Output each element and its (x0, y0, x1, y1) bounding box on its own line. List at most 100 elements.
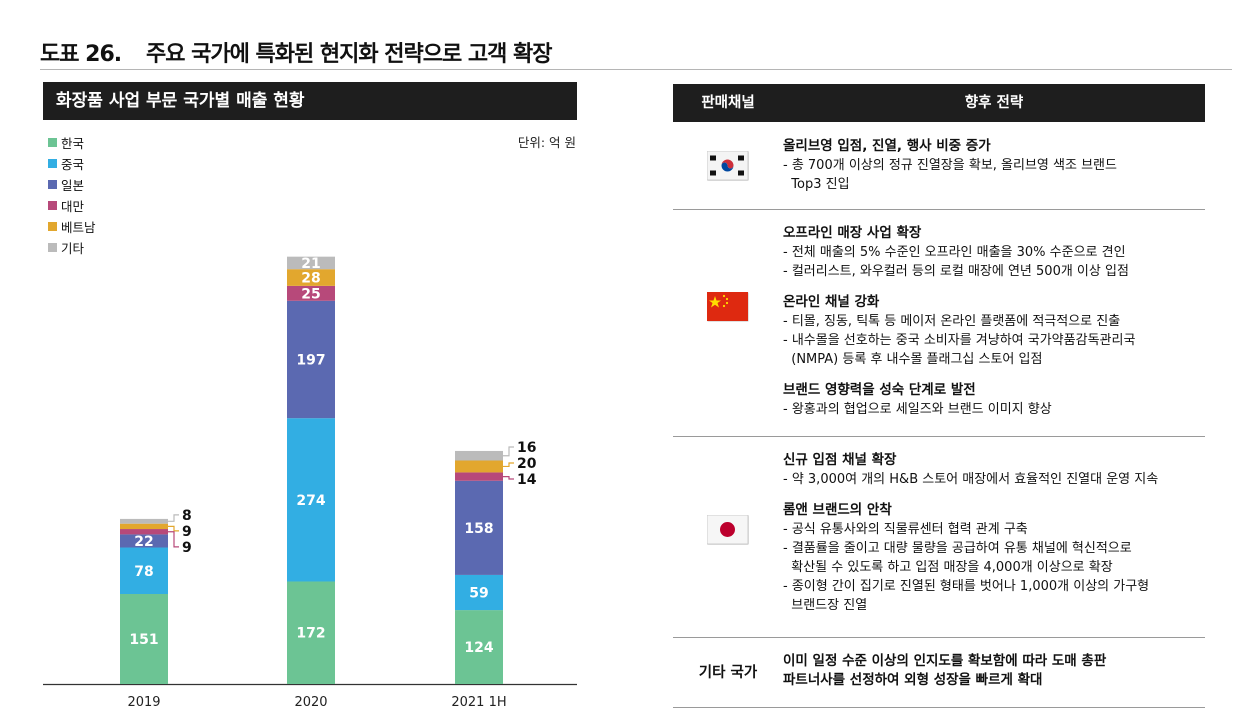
bar-segment (455, 450, 503, 461)
channel-cell (673, 515, 783, 549)
strategy-block: 오프라인 매장 사업 확장 - 전체 매출의 5% 수준인 오프라인 매출을 30… (783, 224, 1205, 281)
legend-swatch (48, 201, 57, 210)
data-label: 151 (129, 632, 158, 648)
row-divider (673, 637, 1205, 638)
row-divider (673, 209, 1205, 210)
data-label: 9 (182, 540, 192, 556)
data-label: 20 (517, 456, 537, 472)
data-label: 274 (296, 493, 325, 509)
bar-segment (287, 256, 335, 270)
bar-segment (287, 581, 335, 684)
strategy-block: 올리브영 입점, 진열, 행사 비중 증가 - 총 700개 이상의 정규 진열장… (783, 137, 1205, 194)
legend-swatch (48, 180, 57, 189)
data-label: 14 (517, 472, 537, 488)
strategy-title: 롬앤 브랜드의 안착 (783, 502, 892, 518)
callout-line (503, 462, 514, 468)
strategy-line: - 약 3,000여 개의 H&B 스토어 매장에서 효율적인 진열대 운영 지… (783, 472, 1159, 487)
bar-segment (455, 574, 503, 611)
bar-segment (287, 418, 335, 582)
bar-segment (455, 460, 503, 473)
strategy-line: 파트너사를 선정하여 외형 성장을 빠르게 확대 (783, 672, 1043, 688)
strategy-block: 브랜드 영향력을 성숙 단계로 발전 - 왕홍과의 협업으로 세일즈와 브랜드 이… (783, 381, 1205, 419)
strategy-block: 온라인 채널 강화 - 티몰, 징동, 틱톡 등 메이저 온라인 플랫폼에 적극적… (783, 293, 1205, 369)
callout-line (168, 514, 179, 522)
data-label: 78 (134, 564, 153, 580)
channel-cell (673, 151, 783, 185)
legend-item: 기타 (48, 237, 96, 258)
bar-segment (120, 529, 168, 535)
data-label: 9 (182, 524, 192, 540)
legend-swatch (48, 243, 57, 252)
strategy-line: 확산될 수 있도록 하고 입점 매장을 4,000개 이상으로 확장 (783, 560, 1113, 575)
x-tick-label: 2019 (127, 695, 160, 710)
strategy-title: 오프라인 매장 사업 확장 (783, 225, 922, 241)
x-tick-label: 2021 1H (451, 695, 506, 710)
x-tick-label: 2020 (294, 695, 327, 710)
strategy-title: 올리브영 입점, 진열, 행사 비중 증가 (783, 138, 991, 154)
callout-line (168, 531, 179, 548)
legend-swatch (48, 159, 57, 168)
figure-number: 도표 26. (40, 42, 122, 67)
figure-heading: 주요 국가에 특화된 현지화 전략으로 고객 확장 (146, 42, 553, 67)
legend-label: 대만 (61, 199, 85, 214)
bar-segment (287, 269, 335, 286)
strategy-line: (NMPA) 등록 후 내수몰 플래그십 스토어 입점 (783, 352, 1043, 367)
strategy-line: - 공식 유통사와의 직물류센터 협력 관계 구축 (783, 522, 1028, 537)
legend-item: 베트남 (48, 216, 96, 237)
data-label: 59 (469, 586, 488, 602)
legend-item: 한국 (48, 132, 96, 153)
legend-label: 중국 (61, 157, 85, 172)
data-label: 124 (464, 640, 493, 656)
bar-segment (120, 523, 168, 530)
bar-segment (287, 285, 335, 301)
table-header: 판매채널 향후 전략 (673, 84, 1205, 122)
legend-label: 기타 (61, 241, 85, 256)
bar-segment (455, 480, 503, 575)
legend-item: 일본 (48, 174, 96, 195)
japan-flag (707, 515, 749, 545)
bar-segment (287, 300, 335, 419)
korea-flag (707, 151, 749, 181)
bar-segment (120, 547, 168, 595)
callout-line (503, 446, 514, 457)
china-flag (707, 292, 749, 322)
header-channel: 판매채널 (701, 95, 755, 111)
strategy-title: 온라인 채널 강화 (783, 294, 880, 310)
legend-label: 한국 (61, 136, 85, 151)
bar-segment (455, 472, 503, 481)
strategy-table: 판매채널 향후 전략 올리브영 입점, 진열, 행사 비중 증가 - 총 700개… (673, 84, 1205, 708)
strategy-title: 신규 입점 채널 확장 (783, 452, 897, 468)
callout-line (168, 525, 179, 532)
strategy-cell: 신규 입점 채널 확장 - 약 3,000여 개의 H&B 스토어 매장에서 효율… (783, 451, 1205, 627)
strategy-block: 신규 입점 채널 확장 - 약 3,000여 개의 H&B 스토어 매장에서 효율… (783, 451, 1205, 489)
header-strategy: 향후 전략 (964, 95, 1024, 111)
strategy-line: - 총 700개 이상의 정규 진열장을 확보, 올리브영 색조 브랜드 (783, 158, 1117, 173)
strategy-block: 롬앤 브랜드의 안착 - 공식 유통사와의 직물류센터 협력 관계 구축 - 결품률… (783, 501, 1205, 615)
strategy-line: - 왕홍과의 협업으로 세일즈와 브랜드 이미지 향상 (783, 402, 1052, 417)
legend-item: 중국 (48, 153, 96, 174)
strategy-cell: 올리브영 입점, 진열, 행사 비중 증가 - 총 700개 이상의 정규 진열장… (783, 137, 1205, 206)
data-label: 8 (182, 508, 192, 524)
strategy-title: 이미 일정 수준 이상의 인지도를 확보함에 따라 도매 총판 (783, 653, 1107, 669)
data-label: 28 (301, 271, 320, 287)
bar-segment (120, 594, 168, 684)
bar-segment (120, 518, 168, 524)
data-label: 158 (464, 521, 493, 537)
strategy-line: Top3 진입 (783, 177, 850, 192)
channel-cell: 기타 국가 (698, 665, 758, 681)
title-divider (40, 69, 1232, 70)
legend-label: 일본 (61, 178, 85, 193)
bar-segment (120, 534, 168, 548)
data-label: 21 (301, 256, 320, 272)
row-divider (673, 707, 1205, 708)
data-label: 16 (517, 440, 536, 456)
legend-swatch (48, 222, 57, 231)
legend-item: 대만 (48, 195, 96, 216)
data-label: 172 (296, 626, 325, 642)
legend-label: 베트남 (61, 220, 96, 235)
strategy-line: 브랜드장 진열 (783, 598, 868, 613)
